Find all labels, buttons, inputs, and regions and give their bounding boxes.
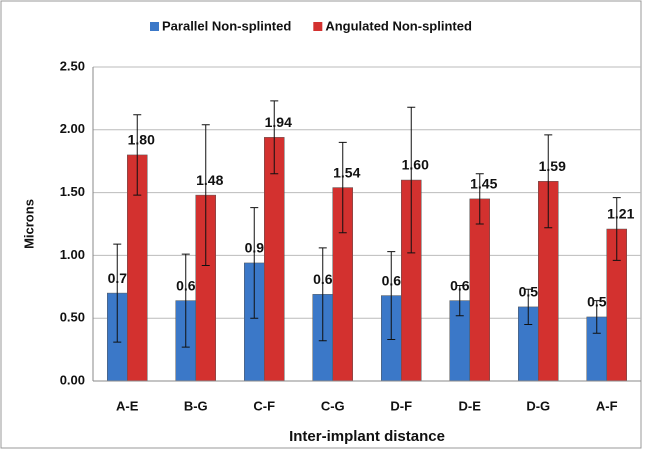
error-bar: [133, 114, 142, 196]
error-bar: [201, 124, 210, 266]
value-label: 1.54: [333, 164, 360, 180]
error-bar: [592, 300, 601, 334]
x-tick-label: D-G: [526, 398, 550, 413]
value-label: 1.80: [128, 132, 155, 148]
x-tick-label: B-G: [184, 398, 208, 413]
error-bar: [338, 141, 347, 234]
error-bar: [250, 207, 259, 319]
error-bar: [544, 134, 553, 229]
y-tick-label: 0.50: [60, 310, 85, 325]
x-tick-label: A-E: [116, 398, 139, 413]
y-tick-label: 0.00: [60, 372, 85, 387]
x-tick-label: C-G: [321, 398, 345, 413]
legend-label: Angulated Non-splinted: [325, 18, 472, 33]
x-tick-label: A-F: [596, 398, 618, 413]
value-label: 1.60: [402, 157, 429, 173]
legend-swatch: [313, 22, 323, 31]
y-tick-label: 1.00: [60, 247, 85, 262]
value-label: 1.45: [470, 176, 497, 192]
error-bar: [318, 247, 327, 342]
x-tick-label: D-E: [459, 398, 482, 413]
error-bar: [475, 173, 484, 225]
value-label: 1.59: [539, 158, 566, 174]
error-bar: [407, 106, 416, 254]
error-bar: [181, 253, 190, 348]
x-tick-label: C-F: [253, 398, 275, 413]
error-bar: [113, 243, 122, 343]
x-axis-title: Inter-implant distance: [289, 428, 445, 445]
error-bar: [524, 288, 533, 325]
y-tick-label: 1.50: [60, 184, 85, 199]
legend-swatch: [150, 22, 159, 31]
value-label: 1.94: [265, 114, 292, 130]
y-tick-label: 2.50: [60, 58, 85, 73]
error-bar: [612, 197, 621, 261]
value-label: 1.48: [196, 172, 223, 188]
y-axis-title: Microns: [21, 199, 36, 249]
x-tick-label: D-F: [390, 398, 412, 413]
error-bar: [387, 251, 396, 341]
error-bar: [455, 285, 464, 317]
error-bar: [270, 100, 279, 175]
legend-label: Parallel Non-splinted: [162, 18, 291, 33]
bar: [469, 198, 490, 382]
value-label: 1.21: [607, 206, 634, 222]
y-tick-label: 2.00: [60, 121, 85, 136]
